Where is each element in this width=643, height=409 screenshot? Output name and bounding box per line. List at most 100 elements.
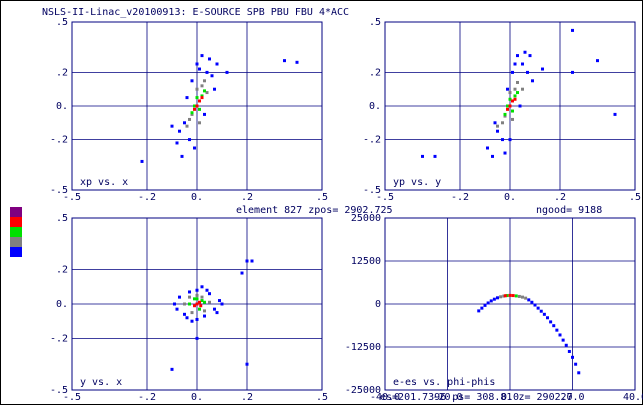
point [505,294,509,298]
point [200,94,204,98]
point [513,94,517,98]
point [220,302,224,306]
point [492,297,496,301]
point [517,294,521,298]
point [205,70,209,74]
point [493,121,497,125]
y-tick-label: -.2 [50,333,68,344]
point [503,151,507,155]
x-tick-label: -.2 [138,192,156,203]
y-tick-label: 0. [369,101,381,112]
element-info: element 827 zpos= 2902.725 [236,205,393,216]
point [564,343,568,347]
point [480,306,484,310]
point [218,299,221,303]
x-tick-label: .5 [316,192,328,203]
point [190,112,194,116]
point [567,349,571,353]
point [530,300,534,304]
point [203,300,206,304]
point [506,104,509,108]
point [175,307,179,311]
y-tick-label: -25000 [345,385,381,396]
color-swatch [10,207,22,217]
plot-label: y vs. x [80,377,122,388]
point [185,316,189,320]
y-tick-label: -.5 [50,185,68,196]
y-tick-label: 0 [375,299,381,310]
point [511,117,514,121]
point [513,62,517,66]
x-tick-label: .2 [241,192,253,203]
point [193,146,196,150]
point [195,288,199,292]
y-tick-label: .5 [369,17,381,28]
point [193,104,196,108]
point [190,79,194,83]
y-tick-label: .2 [56,67,68,78]
point [508,104,512,108]
y-tick-label: 0. [56,101,68,112]
point [205,91,209,95]
point [552,324,556,328]
point [508,97,512,101]
point [195,62,199,66]
y-tick-label: .5 [56,17,68,28]
color-swatch [10,237,22,247]
x-tick-label: .2 [241,392,253,403]
point [499,295,503,299]
point [546,316,549,320]
point [190,311,194,315]
point [496,129,499,133]
point [203,314,206,318]
point [185,96,189,100]
point [508,91,512,95]
point [195,336,199,340]
point [140,159,144,163]
x-tick-label: 0. [191,392,203,403]
point [188,295,191,299]
point [198,307,201,311]
y-tick-label: 0. [56,299,68,310]
point [486,301,490,305]
point [183,121,186,125]
point [513,87,517,91]
point [527,298,531,302]
point [213,307,216,311]
point [496,124,499,128]
point [571,355,574,359]
point [205,288,209,292]
point [516,91,519,95]
point [533,303,537,307]
y-tick-label: 12500 [351,256,381,267]
point [193,107,196,111]
point [188,290,191,294]
point [195,87,199,91]
point [524,296,528,300]
point [521,87,524,91]
footer-info: es=201.7396 ps= 308.81 z= 2902.7 [380,392,573,403]
x-tick-label: 0. [191,192,203,203]
point [613,112,617,116]
y-tick-label: -12500 [345,342,381,353]
point [539,309,543,313]
point [198,121,201,125]
point [491,154,494,158]
point [188,302,191,306]
point [203,89,206,93]
y-tick-label: .2 [56,265,68,276]
color-swatch [10,217,22,227]
point [574,362,578,366]
point [483,303,487,307]
point [208,292,211,296]
point [208,300,211,304]
point [195,317,199,321]
point [195,297,199,301]
point [501,121,504,125]
x-tick-label: -.5 [63,392,81,403]
point [508,138,512,142]
point [421,154,424,158]
point [200,295,204,299]
x-tick-label: -40.0 [370,392,400,403]
